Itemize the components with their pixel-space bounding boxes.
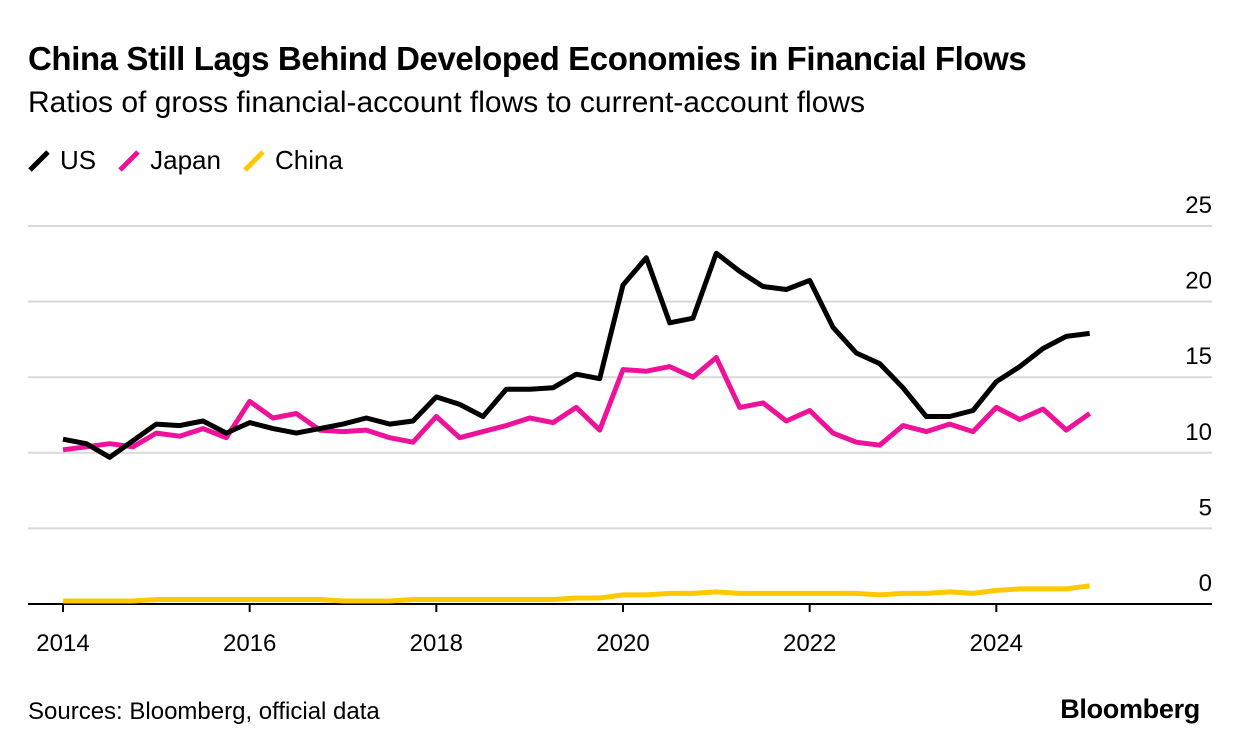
legend-label-japan: Japan xyxy=(150,145,221,175)
y-tick-label-5: 5 xyxy=(1199,494,1212,521)
y-tick-label-10: 10 xyxy=(1185,419,1212,446)
legend-label-china: China xyxy=(274,145,343,175)
legend-label-us: US xyxy=(60,145,97,175)
chart-subtitle: Ratios of gross financial-account flows … xyxy=(28,86,866,119)
chart-legend: US Japan China xyxy=(28,145,365,176)
legend-item-japan: Japan xyxy=(118,145,221,176)
chart-title: China Still Lags Behind Developed Econom… xyxy=(28,40,1027,77)
legend-swatch-china-icon xyxy=(243,149,265,172)
source-note: Sources: Bloomberg, official data xyxy=(28,698,380,725)
y-tick-label-0: 0 xyxy=(1199,570,1212,597)
x-tick-label-2024: 2024 xyxy=(970,630,1023,657)
x-tick-label-2022: 2022 xyxy=(783,630,836,657)
y-tick-label-20: 20 xyxy=(1185,268,1212,295)
x-tick-label-2014: 2014 xyxy=(36,630,89,657)
y-tick-label-15: 15 xyxy=(1185,343,1212,370)
x-tick-label-2020: 2020 xyxy=(596,630,649,657)
legend-item-china: China xyxy=(243,145,343,176)
series-line-us xyxy=(62,250,1091,460)
legend-swatch-us-icon xyxy=(28,149,50,172)
series-line-china xyxy=(63,583,1091,604)
y-tick-label-25: 25 xyxy=(1185,192,1212,219)
legend-swatch-japan-icon xyxy=(118,149,140,172)
x-tick-label-2016: 2016 xyxy=(223,630,276,657)
x-tick-label-2018: 2018 xyxy=(410,630,463,657)
bloomberg-logo: Bloomberg xyxy=(1060,694,1200,724)
series-line-japan xyxy=(62,355,1092,453)
legend-item-us: US xyxy=(28,145,96,176)
